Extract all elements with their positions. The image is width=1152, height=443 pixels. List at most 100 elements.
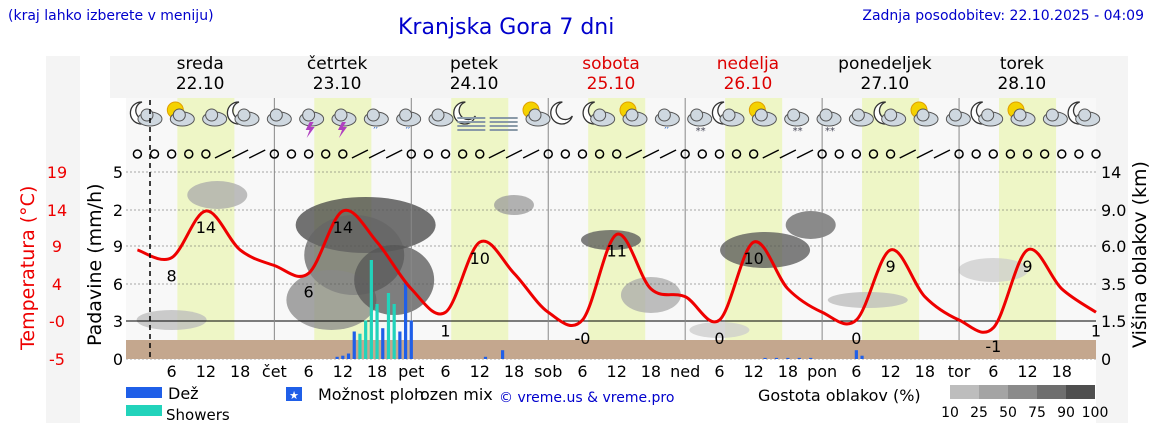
wind-calm-icon [1091,149,1101,159]
cloud-density-patch [785,211,836,239]
precip-bar [364,320,368,359]
density-tick: 10 [941,405,959,421]
day-name: petek [450,54,498,74]
density-tick: 100 [1082,405,1109,421]
sun-cloud-icon [910,101,939,127]
cloud-rain-icon: ′′ [363,108,389,137]
wind-calm-icon [748,149,759,159]
day-tick: sob [534,362,562,381]
wind-barb-icon [779,149,797,159]
legend-snow-star: ★ [289,389,299,402]
cloud-snow-icon: ** [816,108,842,137]
wind-calm-icon [132,149,143,159]
region-hint[interactable]: (kraj lahko izberete v meniju) [8,8,214,24]
density-swatch [950,385,979,399]
hour-tick: 6 [577,362,587,381]
page-title: Kranjska Gora 7 dni [398,15,615,40]
cloud-density-patch [354,245,435,315]
wind-calm-icon [577,149,588,159]
thunder-icon [299,108,325,138]
hour-tick: 18 [230,362,250,381]
night-cloud-icon [970,101,1004,127]
cloud-icon [945,108,971,127]
cloud-icon [266,108,292,127]
temperature-label: 14 [333,218,353,237]
ground-strip [126,340,1096,359]
precip-tick: 0 [113,350,123,369]
cloud-height-tick: 3.5 [1101,275,1126,294]
precip-bar [774,357,779,359]
density-swatch [979,385,1008,399]
wind-calm-icon [320,149,331,159]
right-panel [1096,56,1128,423]
cloud-density-patch [494,195,534,215]
sun-cloud-icon [748,101,777,127]
hour-tick: 18 [1052,362,1072,381]
precip-bar [369,260,373,359]
wind-barb-icon [505,149,523,159]
wind-barb-icon [899,149,917,159]
svg-text:′′: ′′ [406,126,411,137]
wind-calm-icon [594,149,605,159]
cloud-snow-icon: ** [687,108,713,137]
cloud-height-tick: 6.0 [1101,237,1126,256]
cloud-icon [428,108,454,127]
hour-tick: 18 [641,362,661,381]
wind-barb-icon [231,149,249,159]
night-fog-icon [453,101,486,131]
temperature-label: 10 [743,249,763,268]
wind-calm-icon [475,149,485,159]
left-panel [46,56,80,423]
cloud-density-patch [620,277,681,313]
cloud-density-title: Gostota oblakov (%) [758,386,921,405]
night-cloud-icon [129,101,163,127]
day-name: sobota [582,54,640,74]
precip-tick: 3 [113,312,123,331]
wind-calm-icon [817,149,827,159]
wind-calm-icon [680,149,690,159]
precip-bar [797,357,801,359]
density-swatch [1066,385,1095,399]
wind-barb-icon [916,149,934,159]
sun-cloud-icon [1007,101,1036,127]
wind-calm-icon [423,149,434,159]
precip-bar [386,293,391,359]
credit-link[interactable]: © vreme.us & vreme.pro [499,390,674,406]
wind-calm-icon [885,149,896,159]
hour-tick: 6 [303,362,313,381]
precip-bar [358,333,362,359]
precip-bar [341,355,345,359]
precip-bar [809,357,813,359]
wind-barb-icon [522,149,540,159]
day-date: 25.10 [587,74,636,94]
cloud-icon [1042,108,1068,127]
temperature-label: 8 [167,267,177,286]
temperature-label: 9 [885,257,895,276]
svg-text:**: ** [825,126,835,137]
temp-tick: 14 [47,201,67,220]
cloud-density-patch [689,322,750,338]
hour-tick: 12 [1017,362,1037,381]
wind-calm-icon [971,149,981,159]
precip-tick: 6 [113,275,123,294]
daylight-band [451,98,509,340]
cloud-height-tick: 1.5 [1101,312,1126,331]
wind-calm-icon [560,149,571,159]
wind-barb-icon [368,149,386,159]
temperature-label: 14 [196,218,216,237]
day-date: 24.10 [450,74,499,94]
night-cloud-icon [873,101,907,127]
cloud-height-tick: 14 [1101,163,1121,182]
wind-barb-icon [625,149,643,159]
precip-bar [352,331,356,359]
temp-tick: -5 [49,350,65,369]
temperature-label: 10 [470,249,490,268]
hour-tick: 12 [196,362,216,381]
day-tick: čet [262,362,287,381]
hour-tick: 6 [988,362,998,381]
wind-barb-icon [642,149,660,159]
legend-snow-swatch [286,387,302,401]
cloud-density-patch [136,310,207,330]
day-date: 23.10 [313,74,362,94]
wind-calm-icon [269,149,280,159]
